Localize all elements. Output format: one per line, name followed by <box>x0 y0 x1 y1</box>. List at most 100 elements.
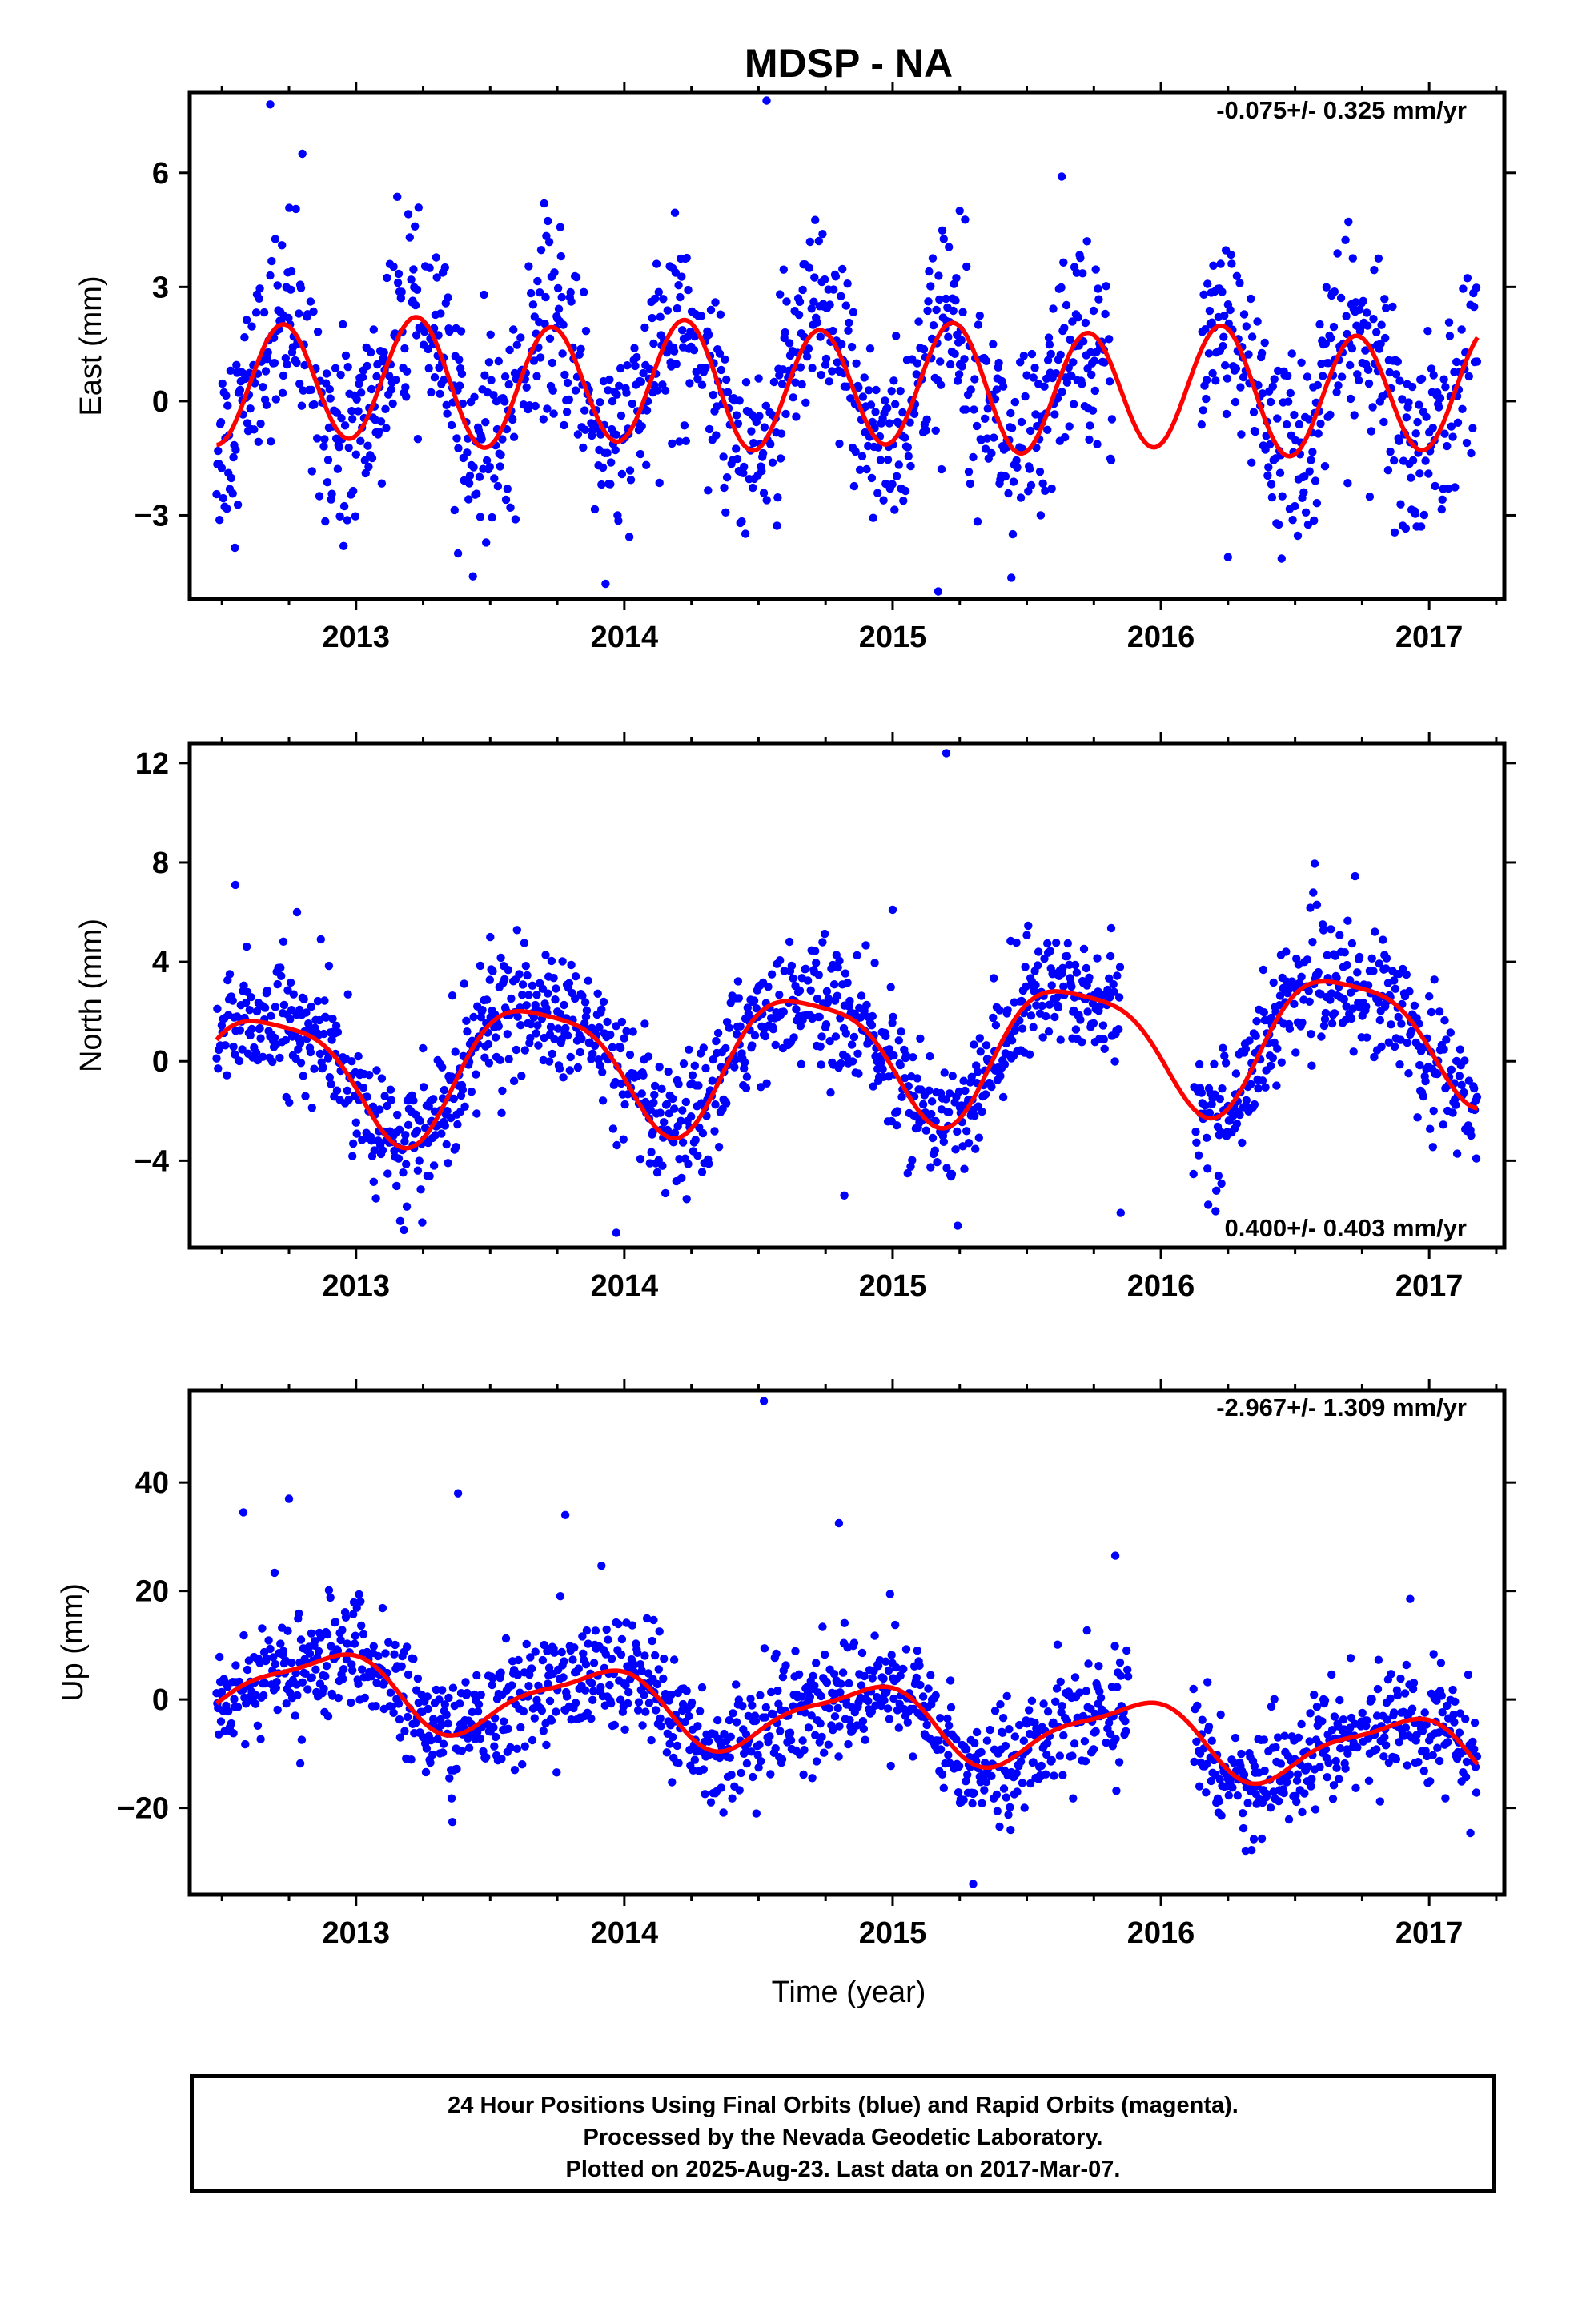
data-point <box>424 364 433 373</box>
data-point <box>533 1021 542 1030</box>
data-point <box>298 149 307 159</box>
data-point <box>950 349 959 358</box>
data-point <box>475 472 484 481</box>
data-point <box>821 275 829 284</box>
data-point <box>440 1121 449 1130</box>
data-point <box>656 312 665 321</box>
data-point <box>617 1634 627 1644</box>
data-point <box>333 1027 343 1037</box>
data-point <box>1307 456 1315 464</box>
data-point <box>487 376 496 384</box>
data-point <box>892 332 901 340</box>
data-point <box>241 1739 250 1749</box>
data-point <box>843 279 852 288</box>
data-point <box>1312 499 1322 508</box>
data-point <box>1428 424 1438 432</box>
data-point <box>909 1053 917 1062</box>
data-point <box>612 390 621 399</box>
data-point <box>1078 1038 1086 1047</box>
data-point <box>655 478 664 488</box>
data-point <box>501 495 511 505</box>
data-point <box>363 361 371 371</box>
data-point <box>297 401 307 410</box>
data-point <box>323 1630 332 1639</box>
data-point <box>485 463 494 472</box>
rate-label: -2.967+/- 1.309 mm/yr <box>1216 1393 1467 1421</box>
data-point <box>749 483 757 493</box>
data-point <box>1468 424 1477 432</box>
data-point <box>270 359 279 368</box>
data-point <box>605 375 614 384</box>
data-point <box>1082 963 1091 973</box>
y-tick-label: 4 <box>152 946 169 979</box>
data-point <box>267 256 276 266</box>
data-point <box>1012 456 1021 465</box>
data-point <box>1251 427 1260 436</box>
data-point <box>1369 967 1378 975</box>
data-point <box>1042 1770 1050 1779</box>
data-point <box>501 1634 511 1643</box>
data-point <box>675 437 684 446</box>
data-point <box>490 474 499 483</box>
data-point <box>484 358 494 367</box>
data-point <box>311 1665 320 1674</box>
data-point <box>615 381 624 390</box>
data-point <box>573 1063 583 1072</box>
data-point <box>761 1703 770 1712</box>
data-point <box>970 375 979 384</box>
data-point <box>934 587 943 596</box>
data-point <box>766 440 775 448</box>
data-point <box>412 331 421 340</box>
data-point <box>1311 476 1320 485</box>
data-point <box>1380 1733 1389 1742</box>
data-point <box>662 1748 672 1757</box>
data-point <box>812 1659 821 1667</box>
data-point <box>582 1006 592 1015</box>
data-point <box>298 1678 307 1687</box>
data-point <box>1386 447 1395 456</box>
data-point <box>945 243 954 251</box>
data-point <box>1259 965 1268 975</box>
data-point <box>1383 466 1393 475</box>
data-point <box>885 1715 894 1723</box>
data-point <box>259 383 267 392</box>
data-point <box>740 1749 749 1758</box>
data-points <box>212 96 1482 596</box>
data-point <box>1313 380 1323 390</box>
data-point <box>328 1015 337 1023</box>
data-point <box>504 966 512 975</box>
data-point <box>1034 947 1043 956</box>
data-point <box>1312 1703 1322 1711</box>
data-point <box>733 419 743 428</box>
data-point <box>1319 926 1328 935</box>
data-point <box>706 1798 716 1807</box>
data-point <box>1470 1745 1479 1754</box>
data-point <box>327 1035 336 1044</box>
data-point <box>1374 1655 1383 1664</box>
data-point <box>1307 1782 1315 1791</box>
data-point <box>1390 456 1399 465</box>
data-point <box>995 1822 1004 1831</box>
data-point <box>1441 1794 1450 1803</box>
data-point <box>973 517 982 526</box>
data-point <box>231 1050 239 1059</box>
data-point <box>229 1729 238 1738</box>
data-point <box>962 405 970 414</box>
data-point <box>231 445 240 454</box>
data-point <box>960 355 969 364</box>
data-point <box>1283 372 1292 380</box>
data-point <box>1367 954 1376 963</box>
y-tick-label: 20 <box>135 1575 169 1609</box>
data-point <box>332 1086 342 1095</box>
data-point <box>1410 1001 1419 1011</box>
data-point <box>848 1057 857 1066</box>
data-point <box>571 972 580 981</box>
data-point <box>323 478 332 487</box>
data-point <box>760 1644 769 1653</box>
data-point <box>928 1133 938 1143</box>
data-point <box>1377 320 1386 329</box>
data-point <box>407 275 416 284</box>
data-point <box>742 1759 752 1768</box>
data-point <box>1355 952 1364 962</box>
data-point <box>767 970 777 979</box>
